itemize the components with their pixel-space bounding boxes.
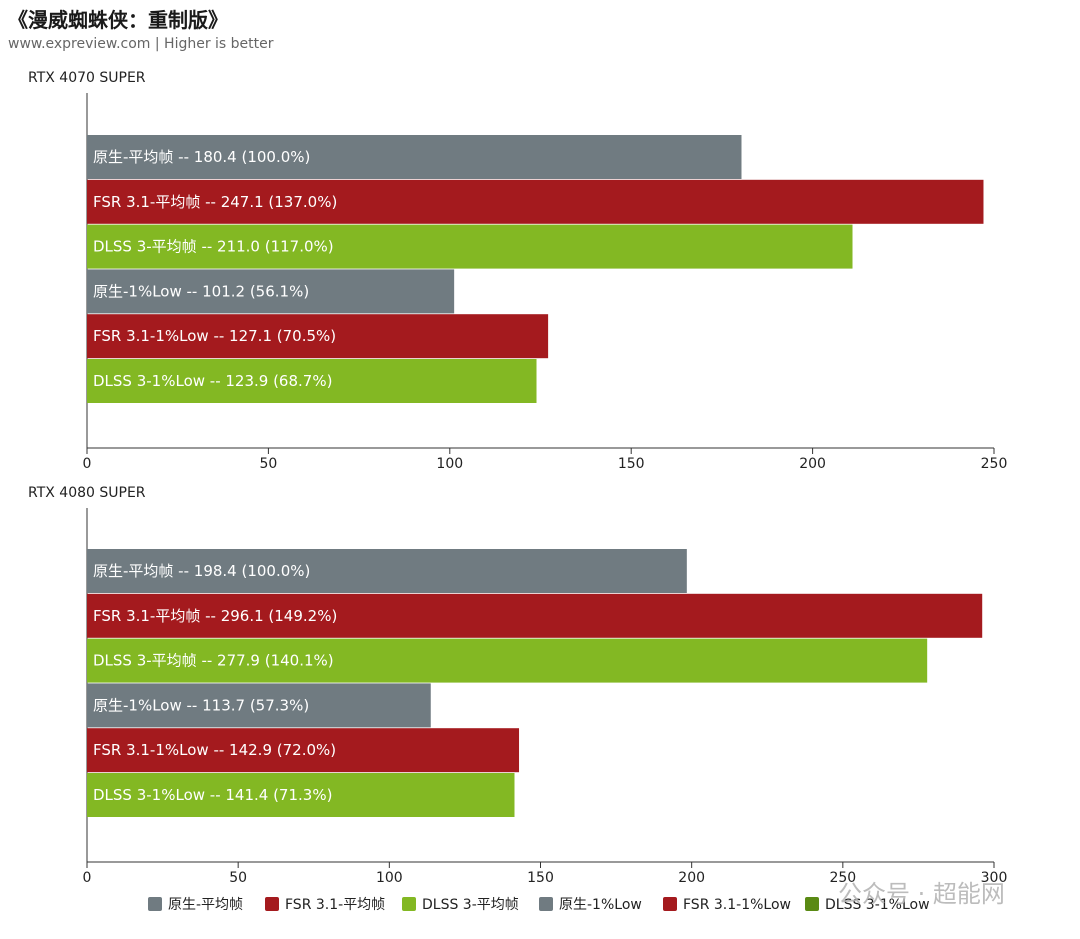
legend-swatch xyxy=(805,897,819,911)
x-tick-label: 0 xyxy=(83,870,92,886)
x-tick-label: 100 xyxy=(436,456,463,472)
legend-swatch xyxy=(148,897,162,911)
x-tick-label: 0 xyxy=(83,456,92,472)
x-tick-label: 50 xyxy=(229,870,247,886)
legend-label: DLSS 3-平均帧 xyxy=(422,897,519,913)
x-tick-label: 250 xyxy=(981,456,1008,472)
bar-label: 原生-1%Low -- 113.7 (57.3%) xyxy=(93,696,309,714)
legend-swatch xyxy=(265,897,279,911)
legend-swatch xyxy=(663,897,677,911)
legend-label: 原生-平均帧 xyxy=(168,897,243,913)
x-tick-label: 300 xyxy=(981,870,1008,886)
panel-title-1: RTX 4070 SUPER xyxy=(28,70,146,86)
x-tick-label: 200 xyxy=(678,870,705,886)
bar xyxy=(87,773,515,817)
chart-subtitle: www.expreview.com | Higher is better xyxy=(8,36,274,52)
x-tick-label: 250 xyxy=(829,870,856,886)
bar-label: DLSS 3-1%Low -- 123.9 (68.7%) xyxy=(93,372,332,390)
legend-label: FSR 3.1-平均帧 xyxy=(285,897,385,913)
bar xyxy=(87,683,431,728)
legend-label: 原生-1%Low xyxy=(559,897,642,913)
chart-title: 《漫威蜘蛛侠：重制版》 xyxy=(8,8,228,32)
legend-label: DLSS 3-1%Low xyxy=(825,897,930,913)
legend-swatch xyxy=(539,897,553,911)
bar-label: 原生-平均帧 -- 198.4 (100.0%) xyxy=(93,562,310,580)
bar-label: DLSS 3-平均帧 -- 277.9 (140.1%) xyxy=(93,652,334,670)
bar xyxy=(87,314,549,359)
bar-label: DLSS 3-平均帧 -- 211.0 (117.0%) xyxy=(93,238,334,256)
bar-label: FSR 3.1-平均帧 -- 247.1 (137.0%) xyxy=(93,193,337,211)
bar-label: FSR 3.1-平均帧 -- 296.1 (149.2%) xyxy=(93,607,337,625)
bar xyxy=(87,593,983,638)
bar xyxy=(87,135,742,179)
x-tick-label: 150 xyxy=(527,870,554,886)
bar xyxy=(87,728,520,773)
x-tick-label: 150 xyxy=(618,456,645,472)
bar-label: FSR 3.1-1%Low -- 142.9 (72.0%) xyxy=(93,741,336,759)
bar-label: 原生-1%Low -- 101.2 (56.1%) xyxy=(93,282,309,300)
bar-label: FSR 3.1-1%Low -- 127.1 (70.5%) xyxy=(93,327,336,345)
bar xyxy=(87,179,984,224)
legend-label: FSR 3.1-1%Low xyxy=(683,897,791,913)
bar xyxy=(87,359,537,403)
bar xyxy=(87,269,455,314)
bar xyxy=(87,638,928,683)
x-tick-label: 100 xyxy=(376,870,403,886)
x-tick-label: 200 xyxy=(799,456,826,472)
bar xyxy=(87,549,687,593)
bar-label: 原生-平均帧 -- 180.4 (100.0%) xyxy=(93,148,310,166)
bar xyxy=(87,224,853,269)
panel-title-2: RTX 4080 SUPER xyxy=(28,485,146,501)
watermark-text: 公众号 · 超能网 xyxy=(838,880,1005,908)
x-tick-label: 50 xyxy=(259,456,277,472)
bar-label: DLSS 3-1%Low -- 141.4 (71.3%) xyxy=(93,786,332,804)
legend-swatch xyxy=(402,897,416,911)
